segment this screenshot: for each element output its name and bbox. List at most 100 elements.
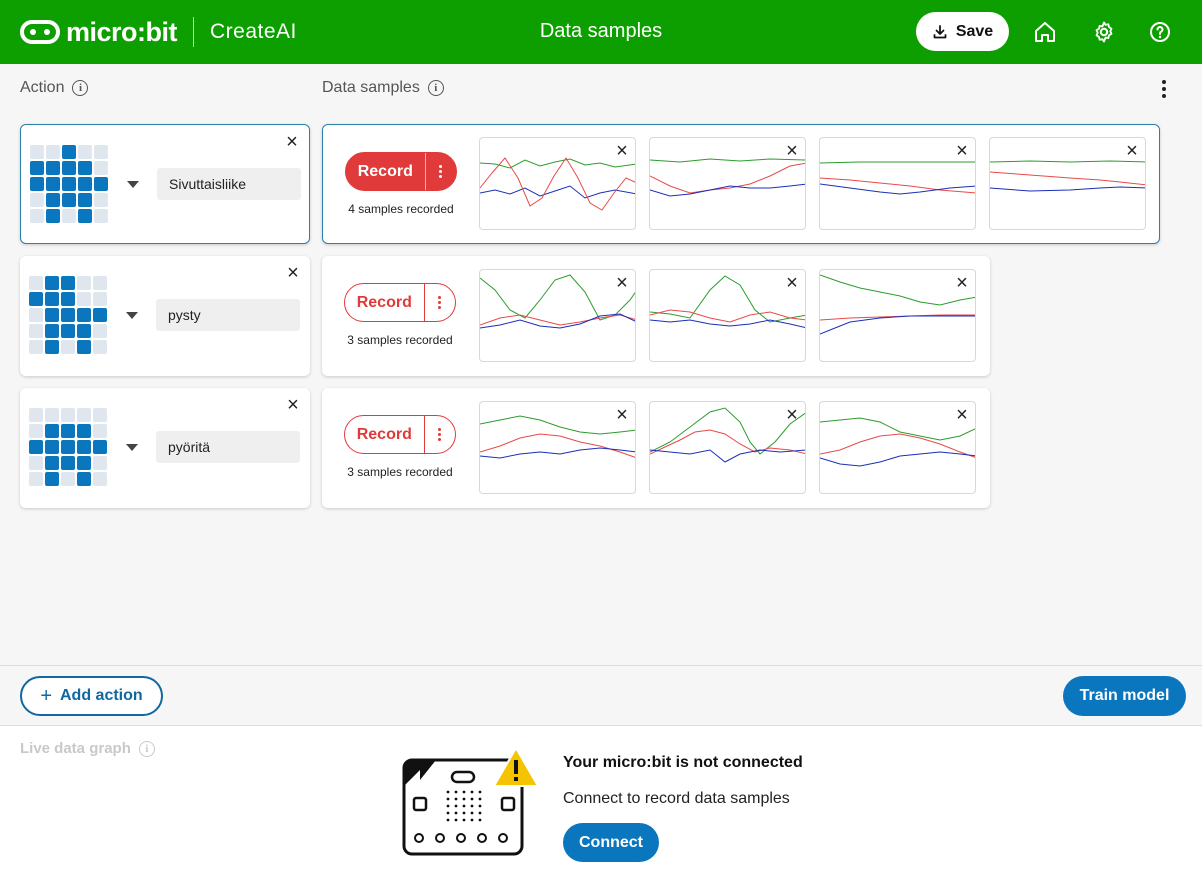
data-sample[interactable]: × xyxy=(479,269,636,362)
close-icon[interactable]: × xyxy=(286,131,298,153)
action-name-input[interactable] xyxy=(157,168,301,200)
data-sample[interactable]: × xyxy=(819,401,976,494)
led-on xyxy=(77,308,91,322)
record-button[interactable]: Record xyxy=(345,152,457,191)
led-off xyxy=(29,472,43,486)
sample-trace-graph xyxy=(820,161,975,195)
record-options-button[interactable] xyxy=(423,284,455,321)
data-sample[interactable]: × xyxy=(819,137,976,230)
led-on xyxy=(45,340,59,354)
plus-icon: + xyxy=(40,684,52,707)
data-sample[interactable]: × xyxy=(479,137,636,230)
led-on xyxy=(61,424,75,438)
microbit-logo[interactable]: micro:bit CreateAI xyxy=(20,16,297,48)
action-card[interactable]: × xyxy=(20,256,310,376)
sample-trace-graph xyxy=(650,158,805,197)
led-on xyxy=(45,424,59,438)
record-button[interactable]: Record xyxy=(344,415,456,454)
add-action-button[interactable]: + Add action xyxy=(20,676,163,716)
record-label: Record xyxy=(356,293,412,311)
not-connected-title: Your micro:bit is not connected xyxy=(563,754,803,771)
data-sample[interactable]: × xyxy=(819,269,976,362)
led-on xyxy=(61,324,75,338)
close-icon[interactable]: × xyxy=(956,272,968,294)
led-off xyxy=(29,324,43,338)
home-icon xyxy=(1035,22,1055,42)
close-icon[interactable]: × xyxy=(1126,140,1138,162)
top-bar: micro:bit CreateAI Data samples Save xyxy=(0,0,1202,64)
close-icon[interactable]: × xyxy=(786,140,798,162)
logo-text: micro:bit xyxy=(66,16,178,47)
action-name-input[interactable] xyxy=(156,299,300,331)
save-button[interactable]: Save xyxy=(916,12,1009,51)
settings-button[interactable] xyxy=(1088,16,1120,48)
action-card[interactable]: × xyxy=(20,388,310,508)
close-icon[interactable]: × xyxy=(287,262,299,284)
led-off xyxy=(29,424,43,438)
sample-trace-graph xyxy=(820,417,975,467)
led-off xyxy=(46,145,60,159)
close-icon[interactable]: × xyxy=(956,140,968,162)
close-icon[interactable]: × xyxy=(786,272,798,294)
record-options-button[interactable] xyxy=(424,153,456,190)
connect-button[interactable]: Connect xyxy=(563,823,659,862)
close-icon[interactable]: × xyxy=(956,404,968,426)
led-off xyxy=(94,161,108,175)
record-options-button[interactable] xyxy=(423,416,455,453)
chevron-down-icon[interactable] xyxy=(126,312,138,319)
led-icon-picker[interactable] xyxy=(30,145,108,223)
chevron-down-icon[interactable] xyxy=(126,444,138,451)
close-icon[interactable]: × xyxy=(287,394,299,416)
close-icon[interactable]: × xyxy=(616,140,628,162)
divider xyxy=(0,725,1202,726)
sample-trace-graph xyxy=(480,415,635,459)
microbit-device-icon xyxy=(402,747,539,856)
data-sample[interactable]: × xyxy=(649,137,806,230)
led-icon-picker[interactable] xyxy=(29,276,107,354)
led-on xyxy=(46,161,60,175)
led-off xyxy=(94,193,108,207)
sample-trace-graph xyxy=(820,274,975,335)
led-off xyxy=(30,193,44,207)
info-icon[interactable]: i xyxy=(427,80,444,96)
info-icon[interactable]: i xyxy=(138,740,155,757)
led-off xyxy=(94,145,108,159)
data-sample[interactable]: × xyxy=(649,269,806,362)
train-model-button[interactable]: Train model xyxy=(1063,676,1186,716)
led-on xyxy=(93,308,107,322)
led-on xyxy=(29,292,43,306)
help-button[interactable] xyxy=(1144,16,1176,48)
action-card[interactable]: × xyxy=(20,124,310,244)
info-icon[interactable]: i xyxy=(72,80,89,96)
close-icon[interactable]: × xyxy=(616,272,628,294)
help-icon xyxy=(1150,22,1170,42)
led-icon-picker[interactable] xyxy=(29,408,107,486)
led-off xyxy=(77,408,91,422)
led-on xyxy=(46,209,60,223)
led-off xyxy=(77,276,91,290)
more-options-button[interactable] xyxy=(1156,78,1172,100)
led-off xyxy=(29,456,43,470)
action-name-input[interactable] xyxy=(156,431,300,463)
samples-count: 3 samples recorded xyxy=(347,465,453,479)
led-on xyxy=(62,161,76,175)
data-sample[interactable]: × xyxy=(989,137,1146,230)
data-sample[interactable]: × xyxy=(649,401,806,494)
home-button[interactable] xyxy=(1029,16,1061,48)
samples-count: 3 samples recorded xyxy=(347,333,453,347)
led-off xyxy=(29,308,43,322)
close-icon[interactable]: × xyxy=(786,404,798,426)
led-on xyxy=(30,177,44,191)
led-off xyxy=(61,408,75,422)
led-on xyxy=(62,145,76,159)
led-on xyxy=(46,177,60,191)
chevron-down-icon[interactable] xyxy=(127,181,139,188)
data-sample[interactable]: × xyxy=(479,401,636,494)
close-icon[interactable]: × xyxy=(616,404,628,426)
record-button[interactable]: Record xyxy=(344,283,456,322)
led-off xyxy=(93,408,107,422)
led-on xyxy=(45,308,59,322)
led-off xyxy=(94,209,108,223)
logo-subtitle: CreateAI xyxy=(210,20,297,43)
led-on xyxy=(78,177,92,191)
